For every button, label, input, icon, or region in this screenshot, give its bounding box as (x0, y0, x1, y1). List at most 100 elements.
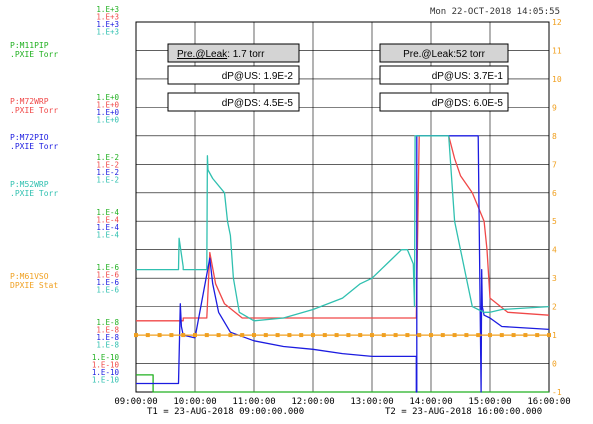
x-axis-ticks: 09:00:00 10:00:00 11:00:00 12:00:00 13:00:00… (114, 397, 570, 407)
series-marker (193, 333, 197, 338)
right-tick-label: 6 (552, 189, 557, 198)
channel-label[interactable]: P:M11PIP (10, 41, 49, 50)
series-marker (228, 333, 233, 338)
right-tick-label: 10 (552, 75, 562, 84)
series-marker (240, 333, 245, 338)
channel-legend: P:M11PIP .PXIE Torr P:M72WRP .PXIE Torr … (10, 41, 58, 290)
annotation-ds-box (379, 92, 509, 112)
series-line (136, 135, 550, 322)
series-marker (440, 333, 445, 338)
y-scale-label: 1.E-8 (96, 341, 119, 350)
series-marker (263, 333, 268, 338)
right-tick-label: 4 (552, 246, 557, 255)
series-marker (417, 333, 422, 338)
annotation-us: dP@US: 1.9E-2 (222, 71, 294, 82)
series-marker (535, 333, 540, 338)
channel-label[interactable]: P:M72WRP (10, 97, 49, 106)
annotation-us: dP@US: 3.7E-1 (432, 71, 504, 82)
annotation-us-box (167, 65, 300, 85)
y-scale-label: 1.E-4 (96, 216, 119, 225)
right-tick-label: 1 (552, 331, 557, 340)
series-marker (405, 333, 410, 338)
annotation-title: Pre.@Leak: 1.7 torr (177, 49, 265, 60)
annotation-title-underlined: Pre.@Leak (177, 49, 228, 60)
y-scale-label: 1.E-4 (96, 231, 119, 240)
series-marker (204, 333, 209, 338)
series-marker (311, 333, 315, 338)
x-tick-label: 13:00:00 (350, 397, 393, 407)
series-marker (511, 333, 516, 338)
x-tick-label: 14:00:00 (409, 397, 452, 407)
annotation-ds-box (167, 92, 300, 112)
series-line (136, 135, 550, 393)
series-marker (393, 333, 398, 338)
annotation-ds: dP@DS: 6.0E-5 (432, 98, 504, 109)
series-group (134, 135, 551, 393)
series-marker (499, 333, 504, 338)
series-marker (488, 333, 492, 338)
channel-label[interactable]: P:M72PIO (10, 133, 49, 142)
series-marker (464, 333, 469, 338)
series-marker (547, 333, 551, 338)
t2-label: T2 = 23-AUG-2018 16:00:00.000 (385, 407, 542, 417)
series-marker (358, 333, 363, 338)
y-scale-label: 1.E-10 (92, 353, 120, 362)
series-marker (216, 333, 221, 338)
right-tick-label: 2 (552, 303, 557, 312)
channel-unit: .PXIE Torr (10, 189, 58, 198)
annotation-us-box (379, 65, 509, 85)
y-scale-label: 1.E-8 (96, 326, 119, 335)
timestamp: Mon 22-OCT-2018 14:05:55 (430, 7, 560, 17)
y-scale-label: 1.E+3 (96, 20, 119, 29)
y-scale-label: 1.E-10 (92, 376, 120, 385)
right-tick-label: 7 (552, 160, 557, 169)
y-scale-label: 1.E-2 (96, 176, 119, 185)
series-marker (145, 333, 150, 338)
leak-annotation-2: Pre.@Leak:52 torr dP@US: 3.7E-1 dP@DS: 6… (379, 43, 509, 112)
y-scale-label: 1.E-4 (96, 223, 119, 232)
right-tick-label: 5 (552, 217, 557, 226)
series-marker (334, 333, 339, 338)
y-scale-label: 1.E-4 (96, 208, 119, 217)
right-tick-label: 9 (552, 103, 557, 112)
series-marker (299, 333, 304, 338)
annotation-ds: dP@DS: 4.5E-5 (222, 98, 294, 109)
series-line (136, 135, 550, 322)
series-marker (523, 333, 528, 338)
channel-label[interactable]: P:M52WRP (10, 180, 49, 189)
series-marker (476, 333, 481, 338)
y-scale-label: 1.E-2 (96, 168, 119, 177)
y-scale-label: 1.E+3 (96, 13, 119, 22)
series-marker (134, 333, 138, 338)
y-scale-label: 1.E+0 (96, 93, 119, 102)
right-tick-label: 8 (552, 132, 557, 141)
y-scale-label: 1.E-6 (96, 271, 119, 280)
channel-label[interactable]: P:M61VSO (10, 272, 49, 281)
right-tick-label: -1 (552, 388, 562, 397)
y-scale-label: 1.E-6 (96, 278, 119, 287)
right-tick-label: 3 (552, 274, 557, 283)
y-scale-label: 1.E-10 (92, 361, 120, 370)
series-marker (452, 333, 457, 338)
channel-unit: DPXIE Stat (10, 281, 58, 290)
x-tick-label: 09:00:00 (114, 397, 157, 407)
x-tick-label: 11:00:00 (232, 397, 275, 407)
y-scale-label: 1.E+0 (96, 108, 119, 117)
y-scale-label: 1.E-6 (96, 263, 119, 272)
left-y-scales: 1.E+3 1.E+0 1.E-2 1.E-4 1.E-6 1.E-8 1.E-10 1.E+… (92, 5, 120, 385)
y-scale-label: 1.E-2 (96, 161, 119, 170)
y-scale-label: 1.E-8 (96, 333, 119, 342)
y-scale-label: 1.E+3 (96, 28, 119, 37)
annotation-title-box (167, 43, 300, 63)
y-scale-label: 1.E+3 (96, 5, 119, 14)
y-scale-label: 1.E-10 (92, 368, 120, 377)
channel-unit: .PXIE Torr (10, 142, 58, 151)
channel-unit: .PXIE Torr (10, 106, 58, 115)
series-marker (381, 333, 386, 338)
series-marker (370, 333, 374, 338)
y-scale-label: 1.E-6 (96, 286, 119, 295)
series-marker (169, 333, 174, 338)
